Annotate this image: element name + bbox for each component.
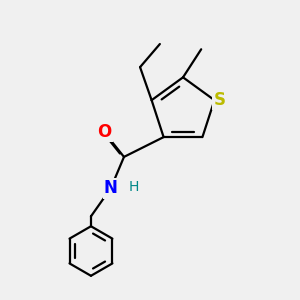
Text: S: S	[213, 91, 225, 109]
Text: O: O	[97, 123, 111, 141]
Text: H: H	[129, 180, 139, 194]
Text: N: N	[104, 179, 118, 197]
